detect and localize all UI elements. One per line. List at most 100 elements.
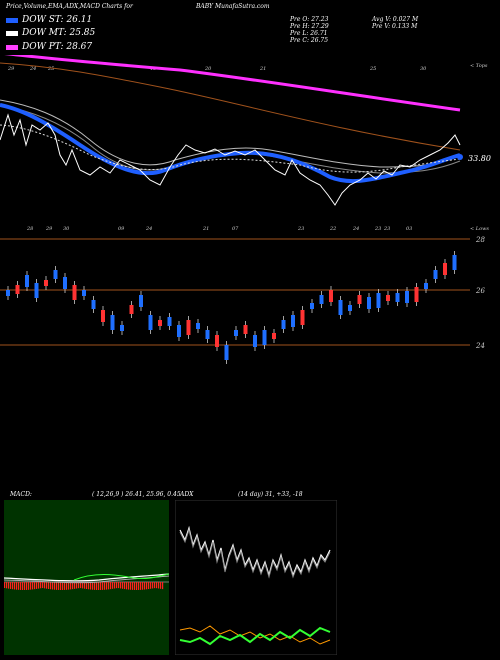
- candle-body: [167, 317, 172, 326]
- macd-hist-bar: [30, 582, 32, 590]
- legend-swatch-mt: [6, 30, 18, 36]
- candle-body: [25, 275, 29, 287]
- macd-hist-bar: [34, 582, 36, 590]
- candle-body: [319, 295, 324, 304]
- macd-hist-bar: [20, 582, 22, 590]
- candle-body: [367, 297, 371, 309]
- candle-body: [44, 280, 48, 286]
- low-tick-label: 22: [329, 226, 336, 232]
- site-text: MunafaSutra.com: [214, 3, 270, 10]
- macd-hist-bar: [70, 582, 72, 590]
- macd-hist-bar: [132, 582, 134, 590]
- low-tick-label: 09: [118, 226, 125, 232]
- macd-hist-bar: [68, 582, 70, 590]
- macd-hist-bar: [64, 582, 66, 590]
- macd-hist-bar: [40, 582, 42, 589]
- candle-body: [82, 290, 86, 296]
- candle-body: [243, 325, 248, 334]
- macd-hist-bar: [6, 582, 8, 589]
- quote-avg-volume: Avg V: 0.027 M: [372, 16, 419, 23]
- macd-hist-bar: [38, 582, 40, 589]
- candle-body: [291, 315, 295, 327]
- macd-hist-bar: [94, 582, 96, 590]
- candle-body: [139, 295, 143, 307]
- candle-body: [300, 310, 305, 325]
- macd-hist-bar: [10, 582, 12, 589]
- macd-hist-bar: [84, 582, 86, 589]
- candle-body: [205, 330, 210, 339]
- macd-hist-bar: [162, 582, 164, 590]
- candle-body: [395, 293, 400, 302]
- legend-label-mt: DOW MT: 25.85: [22, 28, 96, 38]
- lows-label: < Lows: [470, 226, 489, 232]
- candle-body: [6, 290, 10, 296]
- level-label-24: 24: [475, 342, 485, 350]
- macd-hist-bar: [24, 582, 26, 590]
- macd-hist-bar: [36, 582, 38, 589]
- level-label-28: 28: [475, 236, 485, 244]
- quote-prev-volume: Pre V: 0.133 M: [372, 23, 418, 30]
- chart-symbol: BABY MunafaSutra.com: [196, 3, 270, 10]
- low-tick-label: 24: [145, 226, 152, 232]
- quote-open: Pre O: 27.23: [290, 16, 329, 23]
- macd-hist-bar: [32, 582, 34, 590]
- legend-swatch-pt: [6, 44, 18, 50]
- macd-hist-bar: [106, 582, 108, 590]
- macd-hist-bar: [110, 582, 112, 590]
- macd-hist-bar: [86, 582, 88, 590]
- candle-body: [386, 295, 390, 301]
- top-tick-label: 25: [47, 66, 54, 72]
- macd-histogram: [4, 582, 164, 590]
- low-tick-label: 21: [202, 226, 209, 232]
- macd-hist-bar: [120, 582, 122, 589]
- macd-hist-bar: [56, 582, 58, 590]
- tops-label: < Tops: [470, 63, 488, 69]
- macd-hist-bar: [126, 582, 128, 590]
- candle-chart: 28 26 24: [0, 236, 485, 364]
- macd-line: [4, 573, 169, 582]
- macd-green-line: [73, 573, 169, 581]
- adx-shadow-line: [179, 528, 331, 579]
- macd-hist-bar: [136, 582, 138, 590]
- price-line: [0, 113, 461, 206]
- macd-hist-bar: [148, 582, 150, 590]
- low-tick-label: 03: [406, 226, 412, 232]
- candle-body: [452, 255, 457, 270]
- macd-hist-bar: [4, 582, 6, 588]
- macd-hist-bar: [54, 582, 56, 590]
- candle-body: [262, 330, 267, 345]
- macd-hist-bar: [154, 582, 156, 589]
- macd-hist-bar: [66, 582, 68, 590]
- top-tick-label: 29: [7, 66, 15, 72]
- candle-body: [424, 283, 428, 289]
- macd-hist-bar: [118, 582, 120, 589]
- quote-high: Pre H: 27.29: [290, 23, 329, 30]
- macd-hist-bar: [78, 582, 80, 589]
- quote-close: Pre C: 26.75: [290, 37, 329, 44]
- legend-swatch-st: [6, 17, 18, 23]
- candle-body: [224, 345, 229, 360]
- candle-body: [329, 290, 333, 302]
- top-tick-label: 20: [204, 66, 212, 72]
- candle-body: [101, 310, 105, 322]
- macd-hist-bar: [140, 582, 142, 590]
- macd-hist-bar: [144, 582, 146, 590]
- macd-hist-bar: [12, 582, 14, 590]
- candle-body: [177, 325, 181, 337]
- macd-hist-bar: [124, 582, 126, 590]
- macd-hist-bar: [44, 582, 46, 589]
- legend-dow-mt: DOW MT: 25.85: [6, 28, 95, 38]
- macd-hist-bar: [18, 582, 20, 590]
- macd-hist-bar: [74, 582, 76, 589]
- macd-hist-bar: [58, 582, 60, 590]
- macd-hist-bar: [156, 582, 158, 589]
- macd-hist-bar: [160, 582, 162, 589]
- minus-di-line: [179, 625, 331, 645]
- macd-chart: [4, 500, 169, 655]
- macd-hist-bar: [48, 582, 50, 590]
- legend-label-st: DOW ST: 26.11: [22, 15, 93, 25]
- adx-label: ADX: [180, 491, 194, 498]
- candle-body: [15, 285, 20, 294]
- candle-body: [129, 305, 134, 314]
- macd-hist-bar: [28, 582, 30, 590]
